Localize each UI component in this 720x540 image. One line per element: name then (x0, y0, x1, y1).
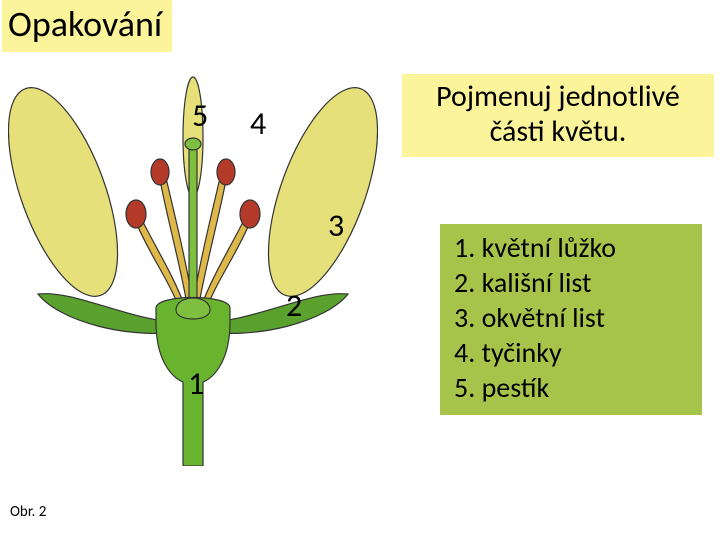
label-5: 5 (192, 96, 208, 135)
instruction-box: Pojmenuj jednotlivéčásti květu. (402, 74, 714, 157)
instruction-line: Pojmenuj jednotlivé (406, 80, 710, 115)
answer-item: 3. okvětní list (454, 300, 692, 335)
answer-item: 1. květní lůžko (454, 230, 692, 265)
instruction-line: části květu. (406, 115, 710, 150)
answers-box: 1. květní lůžko2. kališní list3. okvětní… (440, 224, 702, 415)
answer-item: 4. tyčinky (454, 335, 692, 370)
label-1: 1 (188, 364, 204, 403)
label-4: 4 (250, 104, 266, 143)
label-3: 3 (328, 206, 344, 245)
answer-item: 5. pestík (454, 370, 692, 405)
label-2: 2 (286, 286, 302, 325)
page-title: Opakování (2, 0, 172, 52)
answer-item: 2. kališní list (454, 265, 692, 300)
figure-caption: Obr. 2 (10, 503, 46, 521)
